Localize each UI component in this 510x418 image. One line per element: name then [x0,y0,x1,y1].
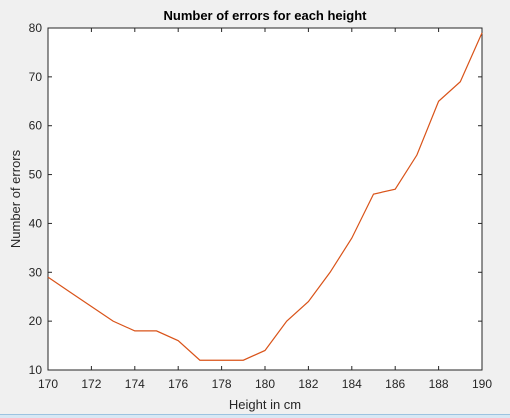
x-tick-label: 176 [168,377,188,391]
plot-area [48,28,482,370]
x-tick-label: 186 [385,377,405,391]
x-tick-label: 190 [472,377,492,391]
x-axis: 170 172 174 176 178 180 182 184 186 188 190 [38,28,492,391]
y-tick-label: 80 [29,21,43,35]
y-tick-label: 70 [29,70,43,84]
y-axis: 10 20 30 40 50 60 70 80 [29,21,482,377]
x-tick-label: 178 [212,377,232,391]
x-tick-label: 182 [298,377,318,391]
chart-title: Number of errors for each height [164,8,368,23]
series-line [47,32,483,361]
x-tick-label: 184 [342,377,362,391]
y-tick-label: 20 [29,314,43,328]
y-tick-label: 10 [29,363,43,377]
window-bottom-strip [0,414,510,418]
x-tick-label: 180 [255,377,275,391]
y-tick-label: 40 [29,216,43,230]
y-tick-label: 50 [29,168,43,182]
y-tick-label: 60 [29,119,43,133]
x-tick-label: 172 [81,377,101,391]
y-axis-label: Number of errors [8,149,23,248]
y-tick-label: 30 [29,265,43,279]
x-tick-label: 170 [38,377,58,391]
x-tick-label: 174 [125,377,145,391]
x-axis-label: Height in cm [229,397,301,412]
x-tick-label: 188 [429,377,449,391]
